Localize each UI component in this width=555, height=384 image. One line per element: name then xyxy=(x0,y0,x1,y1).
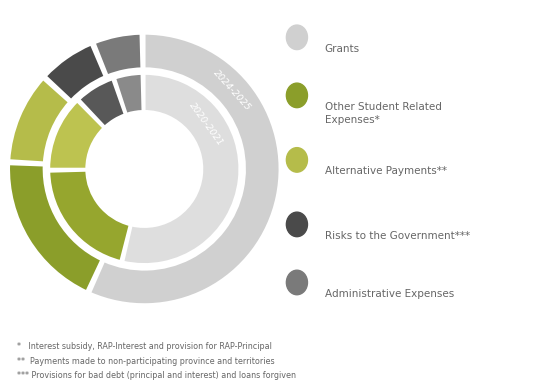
Wedge shape xyxy=(115,74,143,114)
Circle shape xyxy=(286,25,307,50)
Text: 2024-2025: 2024-2025 xyxy=(211,68,253,112)
Text: Other Student Related
Expenses*: Other Student Related Expenses* xyxy=(325,102,442,125)
Text: Alternative Payments**: Alternative Payments** xyxy=(325,166,447,176)
Wedge shape xyxy=(94,33,142,76)
Wedge shape xyxy=(49,170,130,262)
Text: *   Interest subsidy, RAP-Interest and provision for RAP-Principal
**  Payments : * Interest subsidy, RAP-Interest and pro… xyxy=(17,342,296,380)
Wedge shape xyxy=(9,79,69,163)
Text: 2020-2021: 2020-2021 xyxy=(188,101,225,147)
Text: Grants: Grants xyxy=(325,44,360,54)
Circle shape xyxy=(286,83,307,108)
Wedge shape xyxy=(79,79,125,127)
Circle shape xyxy=(286,147,307,172)
Text: Administrative Expenses: Administrative Expenses xyxy=(325,289,454,299)
Circle shape xyxy=(286,212,307,237)
Wedge shape xyxy=(9,164,102,291)
Wedge shape xyxy=(49,101,104,169)
Text: Risks to the Government***: Risks to the Government*** xyxy=(325,231,470,241)
Wedge shape xyxy=(46,44,105,100)
Wedge shape xyxy=(90,33,280,305)
Circle shape xyxy=(286,270,307,295)
Wedge shape xyxy=(123,74,240,264)
